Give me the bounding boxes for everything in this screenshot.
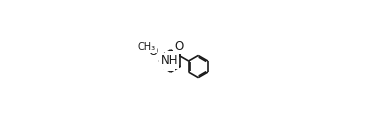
Text: NH: NH xyxy=(161,55,178,67)
Text: O: O xyxy=(149,45,158,57)
Text: N: N xyxy=(165,57,174,70)
Text: O: O xyxy=(174,40,184,53)
Text: CH₃: CH₃ xyxy=(138,42,156,52)
Text: S: S xyxy=(166,52,173,65)
